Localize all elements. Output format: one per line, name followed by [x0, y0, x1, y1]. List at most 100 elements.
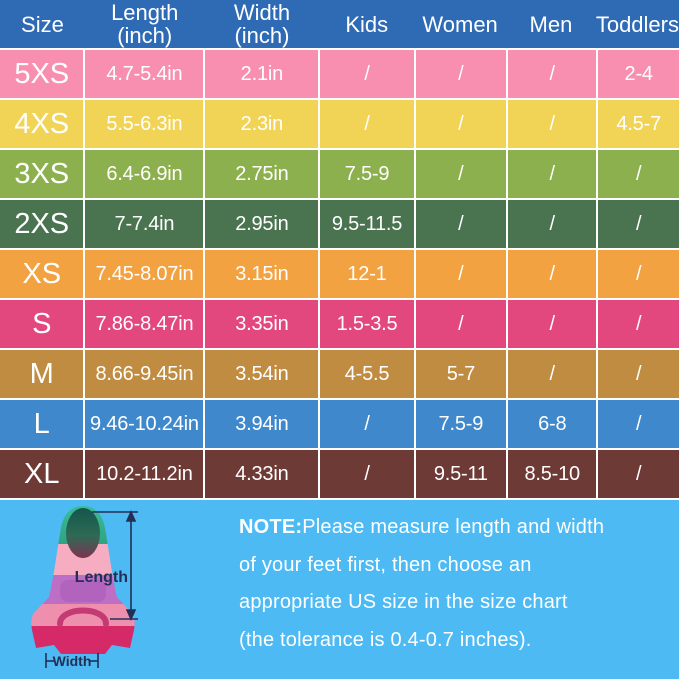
column-header-label: Length: [111, 0, 179, 25]
column-header-label: Size: [21, 11, 64, 37]
value-cell: 10.2-11.2in: [85, 450, 204, 498]
fin-heel-strap: [57, 607, 109, 627]
value-cell: 7.5-9: [415, 400, 507, 448]
value-cell: /: [415, 300, 507, 348]
table-row: S 7.86-8.47in 3.35in 1.5-3.5// /: [0, 300, 679, 348]
note-label: NOTE:: [239, 516, 303, 538]
fin-illustration: Length Width: [16, 502, 226, 677]
value-cell: /: [320, 50, 414, 98]
value-cell: 2-4: [598, 50, 679, 98]
value-cell: 7.5-9: [320, 150, 414, 198]
value-cell: 9.5-11: [415, 450, 507, 498]
value-cell: 4-5.5: [320, 350, 414, 398]
swim-fin-diagram-icon: Length Width: [31, 506, 138, 669]
size-label-cell: L: [0, 400, 84, 448]
column-header-toddlers: Toddlers: [596, 0, 679, 48]
size-label-cell: XL: [0, 450, 84, 498]
value-cell: 5-7: [415, 350, 507, 398]
value-cell: /: [598, 150, 679, 198]
column-header-sub: (inch): [117, 23, 173, 48]
value-cell: 5.5-6.3in: [85, 100, 204, 148]
value-cell: 7-7.4in: [85, 200, 204, 248]
value-cell: /: [598, 400, 679, 448]
column-header-label: Width: [233, 0, 291, 25]
value-cell: /: [415, 100, 507, 148]
value-cell: 3.15in: [205, 250, 319, 298]
value-cell: 6-8: [508, 400, 597, 448]
value-cell: 4.33in: [205, 450, 319, 498]
table-row: XL 10.2-11.2in 4.33in/9.5-11 8.5-10/: [0, 450, 679, 498]
value-cell: /: [508, 350, 597, 398]
value-cell: 7.86-8.47in: [85, 300, 204, 348]
value-cell: /: [598, 200, 679, 248]
length-dimension: [92, 510, 138, 621]
table-row: M 8.66-9.45in 3.54in 4-5.5 5-7//: [0, 350, 679, 398]
table-row: 3XS 6.4-6.9in 2.75in 7.5-9// /: [0, 150, 679, 198]
column-header-kids: Kids: [319, 0, 414, 48]
value-cell: 3.35in: [205, 300, 319, 348]
size-label-cell: 2XS: [0, 200, 84, 248]
value-cell: 8.5-10: [508, 450, 597, 498]
size-table: Size Length (inch) Width (inch) Kids Wom…: [0, 0, 679, 500]
note-line: of your feet first, then choose an: [239, 553, 532, 576]
value-cell: 3.54in: [205, 350, 319, 398]
value-cell: /: [320, 400, 414, 448]
value-cell: 1.5-3.5: [320, 300, 414, 348]
column-header-label: Men: [529, 11, 573, 37]
table-header-row: Size Length (inch) Width (inch) Kids Wom…: [0, 0, 679, 48]
value-cell: 4.5-7: [598, 100, 679, 148]
column-header-sub: (inch): [234, 23, 290, 48]
value-cell: 9.5-11.5: [320, 200, 414, 248]
value-cell: /: [508, 100, 597, 148]
note-line: (the tolerance is 0.4-0.7 inches).: [239, 628, 532, 651]
table-row: XS 7.45-8.07in 3.15in 12-1// /: [0, 250, 679, 298]
value-cell: /: [415, 250, 507, 298]
value-cell: 7.45-8.07in: [85, 250, 204, 298]
value-cell: /: [415, 200, 507, 248]
value-cell: 2.3in: [205, 100, 319, 148]
size-label-cell: 3XS: [0, 150, 84, 198]
column-header-men: Men: [506, 0, 596, 48]
width-dimension: [45, 653, 99, 668]
value-cell: /: [598, 450, 679, 498]
size-label-cell: 5XS: [0, 50, 84, 98]
column-header-length: Length (inch): [85, 0, 205, 48]
note-text: NOTE:Please measure length and width of …: [239, 509, 659, 659]
value-cell: /: [415, 50, 507, 98]
value-cell: /: [508, 150, 597, 198]
value-cell: 12-1: [320, 250, 414, 298]
value-cell: /: [415, 150, 507, 198]
value-cell: 4.7-5.4in: [85, 50, 204, 98]
value-cell: /: [320, 450, 414, 498]
value-cell: 8.66-9.45in: [85, 350, 204, 398]
value-cell: 2.95in: [205, 200, 319, 248]
value-cell: /: [598, 250, 679, 298]
note-section: Length Width NOTE:Please measure length …: [0, 500, 679, 679]
column-header-label: Kids: [345, 11, 389, 37]
size-label-cell: S: [0, 300, 84, 348]
value-cell: 6.4-6.9in: [85, 150, 204, 198]
value-cell: /: [598, 300, 679, 348]
column-header-label: Toddlers: [595, 11, 679, 37]
value-cell: /: [598, 350, 679, 398]
column-header-women: Women: [414, 0, 506, 48]
value-cell: /: [508, 200, 597, 248]
table-row: L 9.46-10.24in 3.94in/7.5-9 6-8/: [0, 400, 679, 448]
fin-band-magenta: [31, 626, 135, 654]
note-line: appropriate US size in the size chart: [239, 591, 568, 613]
length-label: Length: [75, 569, 128, 586]
table-body: 5XS 4.7-5.4in 2.1in / //2-4 4XS 5.5-6.3in 2.3in…: [0, 50, 679, 498]
value-cell: /: [320, 100, 414, 148]
value-cell: /: [508, 300, 597, 348]
table-row: 4XS 5.5-6.3in 2.3in / //4.5-7: [0, 100, 679, 148]
column-header-size: Size: [0, 0, 85, 48]
value-cell: 2.75in: [205, 150, 319, 198]
table-row: 5XS 4.7-5.4in 2.1in / //2-4: [0, 50, 679, 98]
column-header-label: Women: [422, 11, 498, 37]
value-cell: 9.46-10.24in: [85, 400, 204, 448]
value-cell: 2.1in: [205, 50, 319, 98]
size-label-cell: M: [0, 350, 84, 398]
value-cell: 3.94in: [205, 400, 319, 448]
fin-band-pink: [31, 604, 135, 626]
